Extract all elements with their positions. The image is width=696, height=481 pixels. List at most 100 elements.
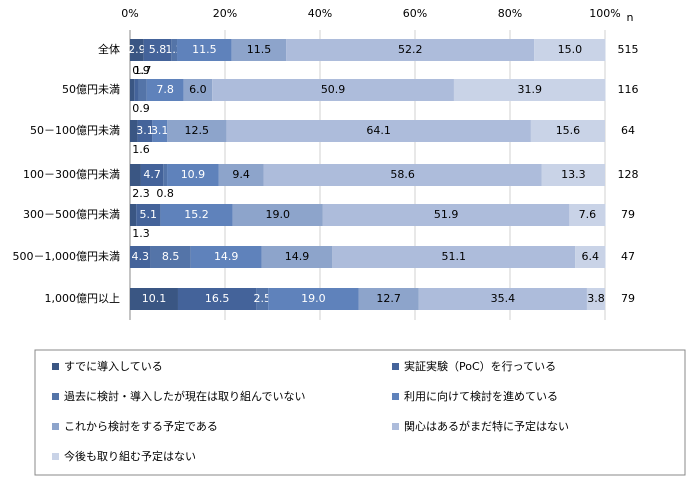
value-label: 51.9 <box>434 208 459 221</box>
value-label: 5.1 <box>140 208 158 221</box>
bar-segment <box>218 164 264 186</box>
value-label: 15.6 <box>556 124 581 137</box>
legend-label: これから検討をする予定である <box>64 419 218 433</box>
legend-box <box>34 349 686 476</box>
bar-segment <box>541 164 605 186</box>
legend-swatch <box>392 423 399 430</box>
value-label: 9.4 <box>232 168 250 181</box>
bar-segment <box>167 120 227 142</box>
bar-segment <box>152 120 168 142</box>
value-label: 1.7 <box>134 64 152 77</box>
x-tick-label: 0% <box>121 7 138 20</box>
value-label: 4.3 <box>131 250 149 263</box>
n-value: 79 <box>621 208 635 221</box>
bar-segment <box>137 120 153 142</box>
legend-label: 利用に向けて検討を進めている <box>404 389 558 403</box>
y-tick-label: 50－100億円未満 <box>30 124 120 137</box>
bar-segment <box>130 288 178 310</box>
value-label: 3.8 <box>587 292 605 305</box>
y-tick-label: 1,000億円以上 <box>45 292 121 305</box>
legend-label: 過去に検討・導入したが現在は取り組んでいない <box>64 389 305 403</box>
value-label: 0.9 <box>132 64 150 77</box>
bar-segment <box>261 246 333 268</box>
legend-label: 関心はあるがまだ特に予定はない <box>404 419 569 433</box>
value-label: 6.4 <box>582 250 600 263</box>
bar-segment <box>130 204 137 226</box>
x-tick-label: 80% <box>498 7 522 20</box>
value-label: 12.5 <box>184 124 209 137</box>
n-value: 79 <box>621 292 635 305</box>
n-value: 64 <box>621 124 635 137</box>
value-label: 6.0 <box>189 83 207 96</box>
bar-segment <box>171 39 178 61</box>
value-label: 14.9 <box>214 250 239 263</box>
y-tick-label: 全体 <box>98 42 120 56</box>
legend-swatch <box>52 363 59 370</box>
legend-swatch <box>52 453 59 460</box>
value-label: 2.3 <box>132 187 150 200</box>
value-label: 19.0 <box>265 208 290 221</box>
value-label: 64.1 <box>366 124 391 137</box>
value-label: 4.7 <box>143 168 161 181</box>
value-label: 12.7 <box>376 292 401 305</box>
bar-segment <box>167 164 219 186</box>
value-label: 5.8 <box>149 43 167 56</box>
x-tick-label: 40% <box>308 7 332 20</box>
bar-segment <box>130 79 135 101</box>
bar-segment <box>569 204 606 226</box>
value-label: 11.5 <box>192 43 217 56</box>
bar-segment <box>130 246 151 268</box>
bar-segment <box>134 79 139 101</box>
n-header: n <box>627 11 634 24</box>
bar-segment <box>586 288 605 310</box>
bar-segment <box>263 164 542 186</box>
n-value: 47 <box>621 250 635 263</box>
bar-segment <box>232 204 323 226</box>
bar-segment <box>534 39 606 61</box>
bar-segment <box>322 204 570 226</box>
value-label: 7.6 <box>579 208 597 221</box>
bar-segment <box>226 120 531 142</box>
bar-segment <box>231 39 287 61</box>
x-tick-label: 60% <box>403 7 427 20</box>
value-label: 1.3 <box>132 227 150 240</box>
value-label: 3.1 <box>136 124 154 137</box>
bar-segment <box>286 39 535 61</box>
bar-segment <box>190 246 262 268</box>
value-label: 2.9 <box>128 43 146 56</box>
n-value: 116 <box>618 83 639 96</box>
bar-segment <box>453 79 606 101</box>
y-tick-label: 300－500億円未満 <box>23 208 120 221</box>
y-tick-label: 100－300億円未満 <box>23 168 120 181</box>
value-label: 16.5 <box>205 292 230 305</box>
bar-segment <box>332 246 576 268</box>
legend-label: すでに導入している <box>64 359 163 373</box>
y-tick-label: 500－1,000億円未満 <box>13 250 121 263</box>
bar-segment <box>146 79 184 101</box>
value-label: 31.9 <box>517 83 542 96</box>
value-label: 10.9 <box>181 168 206 181</box>
value-label: 51.1 <box>441 250 466 263</box>
n-value: 515 <box>618 43 639 56</box>
value-label: 3.1 <box>151 124 169 137</box>
bar-segment <box>177 288 257 310</box>
legend-swatch <box>52 393 59 400</box>
bar-segment <box>358 288 419 310</box>
legend-label: 今後も取り組む予定はない <box>64 449 196 463</box>
n-value: 128 <box>618 168 639 181</box>
value-label: 50.9 <box>321 83 346 96</box>
bar-segment <box>575 246 606 268</box>
bar-segment <box>130 164 141 186</box>
value-label: 10.1 <box>142 292 167 305</box>
value-label: 15.2 <box>184 208 209 221</box>
bar-segment <box>256 288 269 310</box>
value-label: 15.0 <box>558 43 583 56</box>
value-label: 19.0 <box>301 292 326 305</box>
bar-segment <box>268 288 359 310</box>
legend-swatch <box>52 423 59 430</box>
legend-label: 実証実験（PoC）を行っている <box>404 359 556 373</box>
y-tick-label: 50億円未満 <box>62 83 120 96</box>
value-label: 13.3 <box>561 168 586 181</box>
value-label: 0.8 <box>156 187 174 200</box>
value-label: 8.5 <box>162 250 180 263</box>
